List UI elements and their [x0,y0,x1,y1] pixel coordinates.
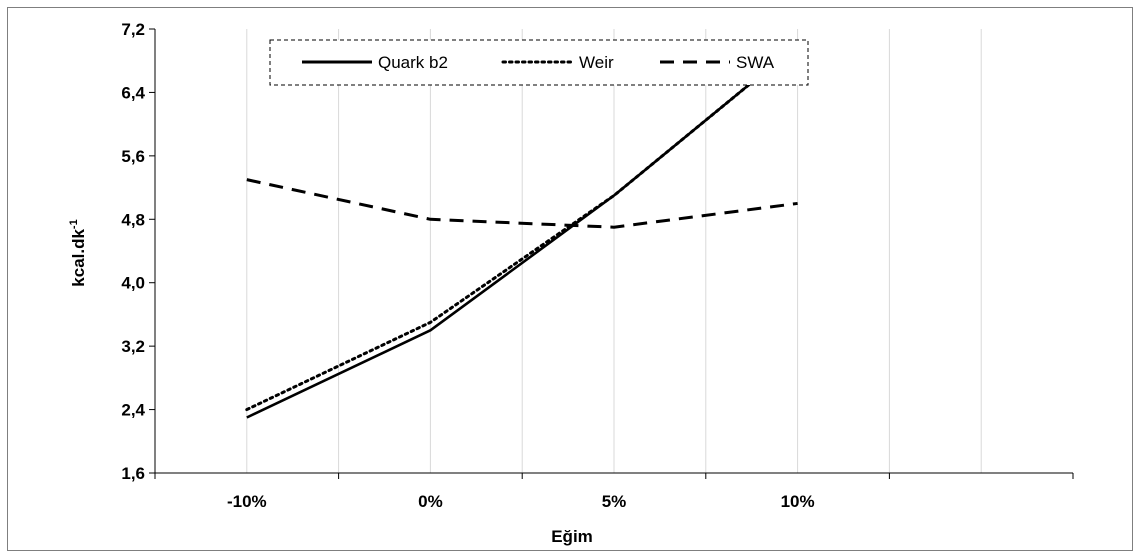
y-tick-label: 1,6 [121,464,145,483]
y-axis-title-main: kcal.dk [69,229,88,287]
y-tick-label: 4,0 [121,274,145,293]
y-tick-label: 7,2 [121,20,145,39]
x-tick-label: -10% [227,492,267,511]
x-axis-title: Eğim [551,527,593,546]
x-tick-labels: -10% 0% 5% 10% [227,492,815,511]
legend-label: Quark b2 [378,53,448,72]
x-tick-label: 10% [781,492,815,511]
y-tick-label: 3,2 [121,337,145,356]
x-tick-label: 0% [418,492,443,511]
y-axis-title-superscript: -1 [68,219,80,229]
chart-frame [7,7,1133,551]
series-line [246,178,798,229]
x-tick-label: 5% [602,492,627,511]
series-lines [245,43,800,419]
legend-label: Weir [579,53,614,72]
legend-label: SWA [736,53,775,72]
y-tick-labels: 1,6 2,4 3,2 4,0 4,8 5,6 6,4 7,2 [121,20,145,483]
axes [149,28,1074,479]
grid-lines [246,29,982,473]
y-tick-label: 6,4 [121,83,145,102]
y-tick-label: 2,4 [121,401,145,420]
y-tick-label: 4,8 [121,210,145,229]
legend: Quark b2 Weir SWA [269,39,809,86]
y-tick-label: 5,6 [121,147,145,166]
y-axis-title: kcal.dk-1 [68,219,88,286]
series-line [245,43,800,412]
